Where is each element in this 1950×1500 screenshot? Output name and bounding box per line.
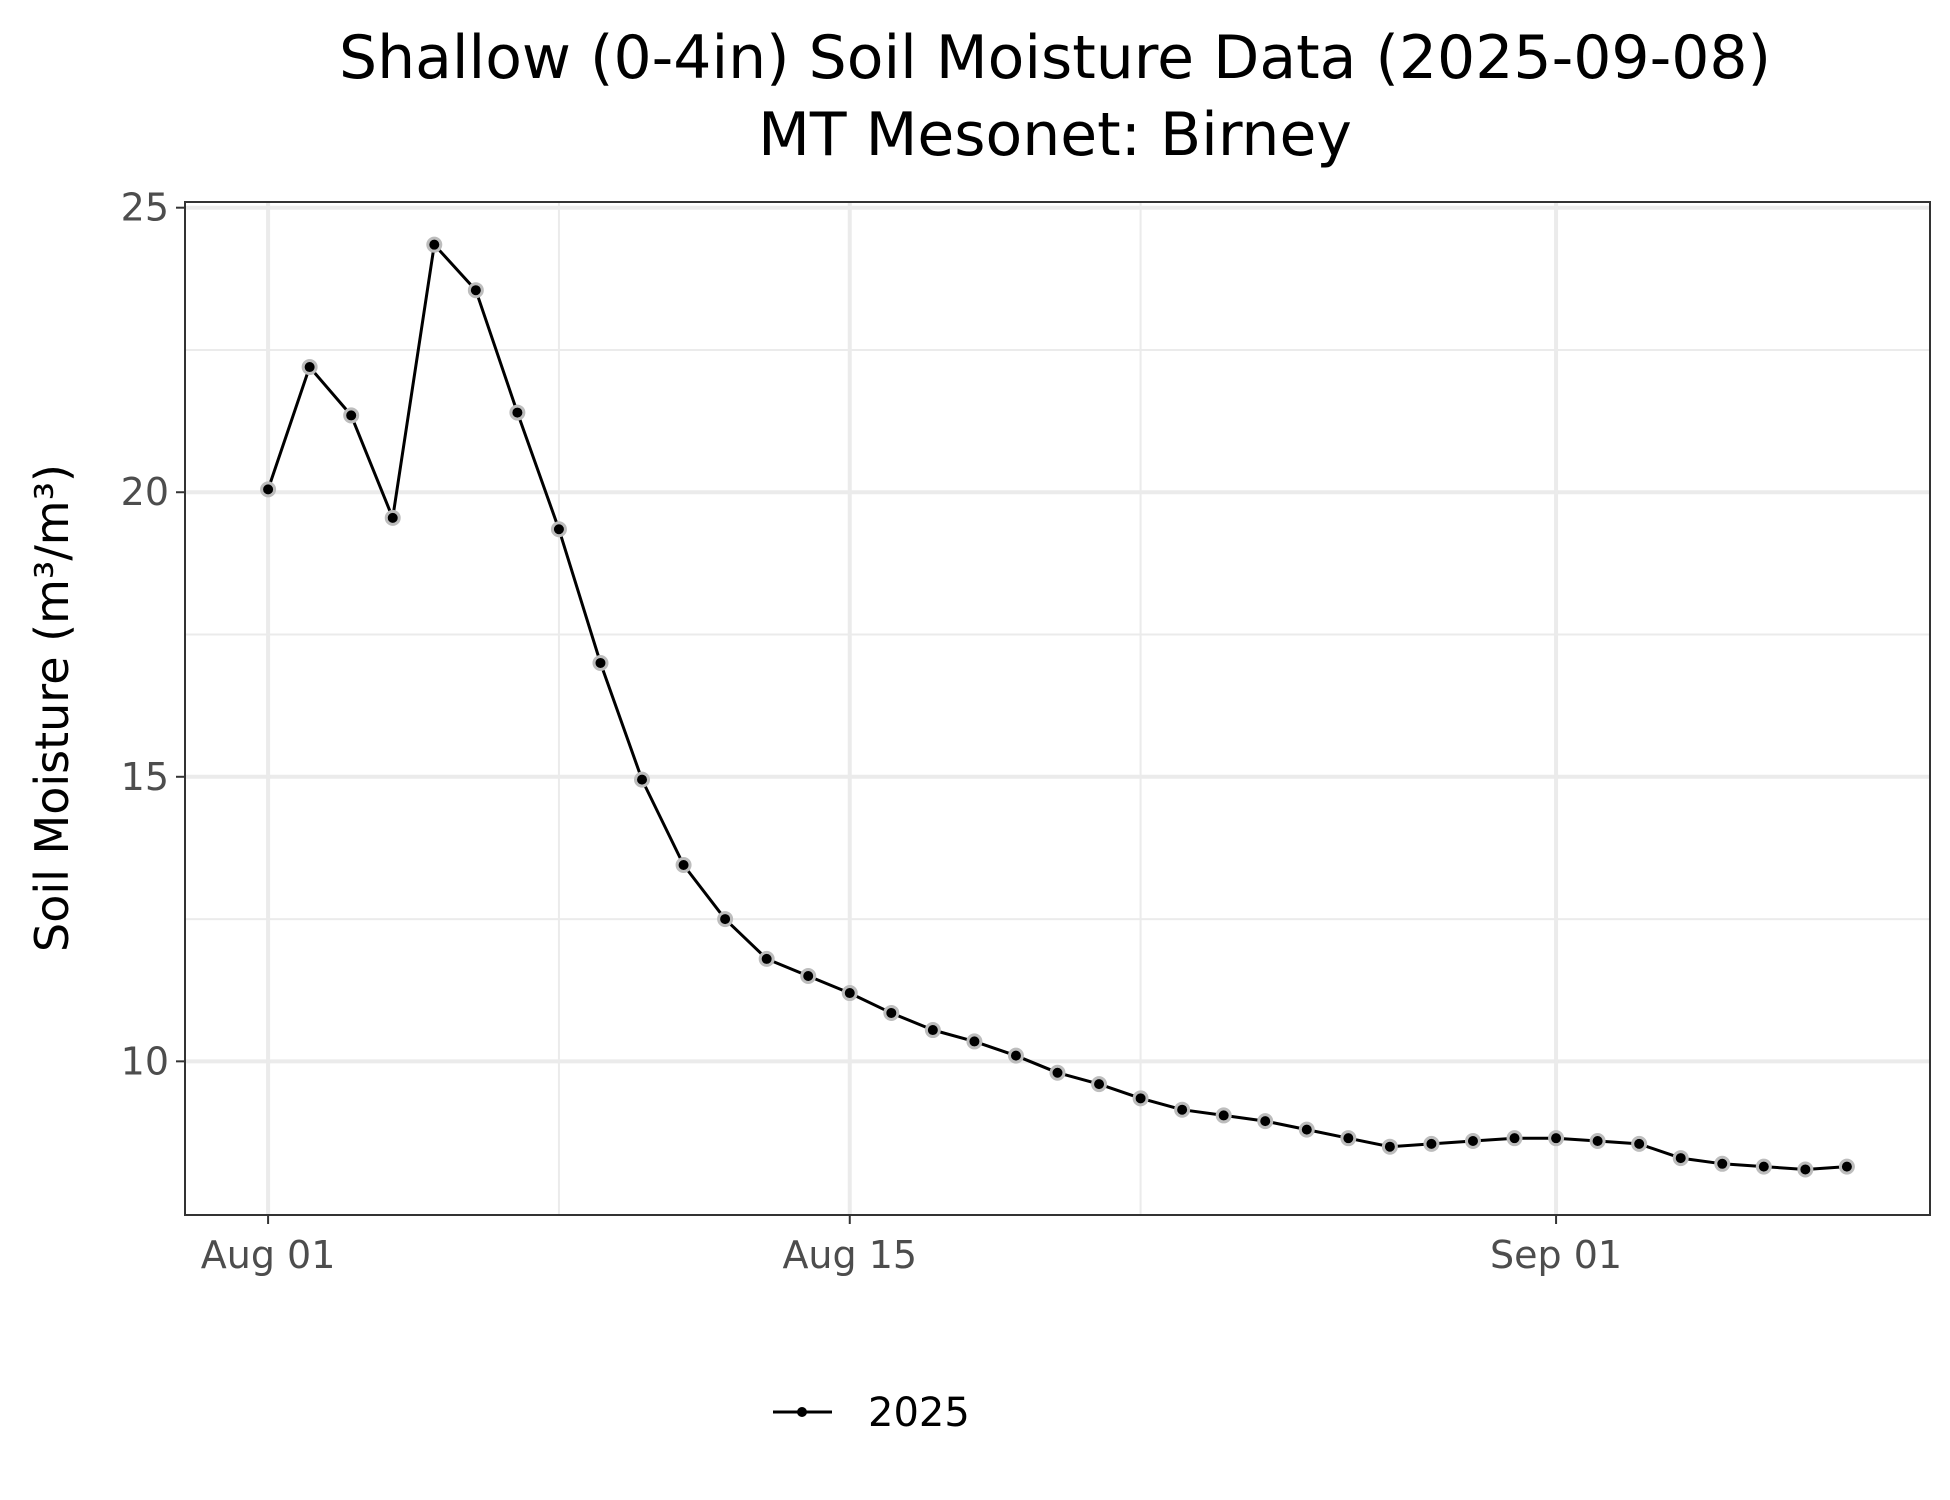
legend-label-2025: 2025: [868, 1390, 970, 1436]
data-point: [467, 282, 484, 299]
y-tick-label: 20: [121, 470, 169, 514]
y-axis: 10 15 20 25: [121, 186, 185, 1083]
x-axis: Aug 01 Aug 15 Sep 01: [201, 1215, 1622, 1277]
data-point: [509, 404, 526, 421]
data-point: [301, 359, 318, 376]
chart-subtitle: MT Mesonet: Birney: [758, 100, 1352, 170]
data-point: [592, 654, 609, 671]
data-point: [800, 967, 817, 984]
y-tick-label: 15: [121, 755, 169, 799]
data-point: [1589, 1133, 1606, 1150]
data-point: [966, 1033, 983, 1050]
plot-border: [184, 201, 1931, 1216]
data-point: [1381, 1138, 1398, 1155]
grid-major: [185, 202, 1930, 1215]
data-point: [1257, 1113, 1274, 1130]
data-point: [1423, 1135, 1440, 1152]
data-point: [924, 1022, 941, 1039]
data-point: [343, 407, 360, 424]
data-point: [634, 771, 651, 788]
data-point: [841, 985, 858, 1002]
data-point: [1215, 1107, 1232, 1124]
data-point: [384, 509, 401, 526]
y-tick-label: 10: [121, 1039, 169, 1083]
data-point: [1049, 1064, 1066, 1081]
data-point: [1797, 1161, 1814, 1178]
data-point: [1298, 1121, 1315, 1138]
y-tick-label: 25: [121, 186, 169, 230]
data-point: [1838, 1158, 1855, 1175]
data-point: [717, 911, 734, 928]
data-point: [260, 481, 277, 498]
chart-title: Shallow (0-4in) Soil Moisture Data (2025…: [339, 23, 1771, 93]
data-point: [758, 950, 775, 967]
data-point: [426, 236, 443, 253]
y-axis-title: Soil Moisture (m³/m³): [25, 464, 79, 952]
data-point: [1174, 1101, 1191, 1118]
data-point: [883, 1004, 900, 1021]
legend: 2025: [773, 1390, 970, 1436]
data-point: [1464, 1133, 1481, 1150]
data-point: [1340, 1130, 1357, 1147]
data-point: [675, 857, 692, 874]
plot-background: [185, 202, 1930, 1215]
series-layer: [260, 236, 1855, 1178]
data-point: [1714, 1155, 1731, 1172]
data-point: [1548, 1130, 1565, 1147]
legend-key-marker: [797, 1407, 807, 1417]
grid-minor: [185, 202, 1930, 1215]
data-point: [1132, 1090, 1149, 1107]
data-point: [1672, 1150, 1689, 1167]
data-point: [1506, 1130, 1523, 1147]
x-tick-label: Sep 01: [1490, 1233, 1622, 1277]
x-tick-label: Aug 15: [782, 1233, 917, 1277]
data-point: [1631, 1135, 1648, 1152]
x-tick-label: Aug 01: [201, 1233, 336, 1277]
data-point: [1007, 1047, 1024, 1064]
data-point: [550, 521, 567, 538]
data-point: [1091, 1076, 1108, 1093]
data-point: [1755, 1158, 1772, 1175]
